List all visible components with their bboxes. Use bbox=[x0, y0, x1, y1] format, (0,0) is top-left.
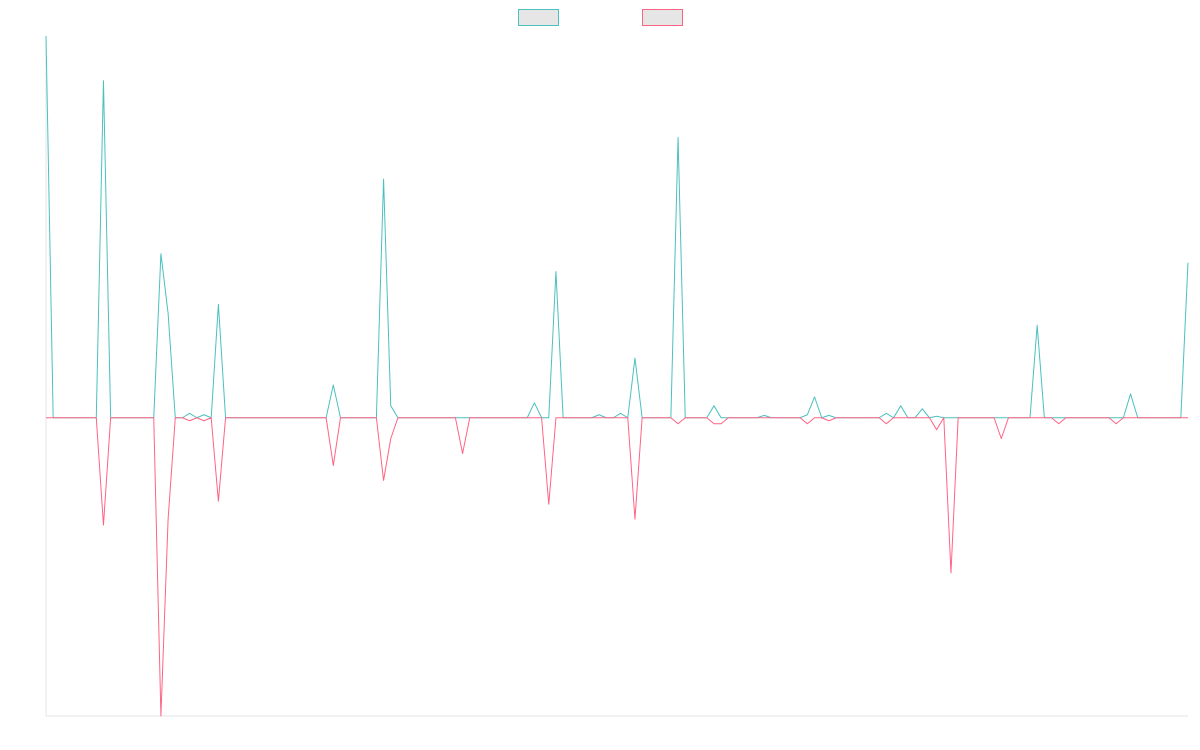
axes bbox=[45, 36, 1188, 717]
series-line-2 bbox=[46, 417, 1188, 717]
series-layer bbox=[45, 35, 1189, 717]
legend bbox=[518, 9, 683, 26]
legend-swatch-2 bbox=[642, 9, 683, 26]
legend-swatch-1 bbox=[518, 9, 559, 26]
series-line-1 bbox=[45, 35, 1189, 419]
